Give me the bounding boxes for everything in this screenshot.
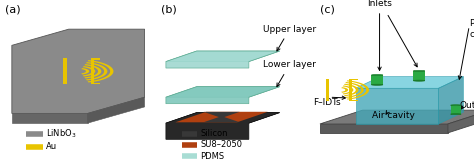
Polygon shape	[166, 87, 280, 104]
Polygon shape	[448, 110, 474, 133]
Text: Silicon: Silicon	[200, 129, 228, 138]
Text: Upper layer: Upper layer	[263, 25, 316, 51]
Bar	[349, 79, 357, 80]
Ellipse shape	[451, 114, 461, 115]
Text: SU8–2050: SU8–2050	[200, 140, 242, 150]
Polygon shape	[84, 64, 101, 78]
Bar	[63, 58, 67, 84]
Polygon shape	[320, 110, 474, 124]
Text: Au: Au	[46, 142, 57, 151]
Polygon shape	[356, 77, 464, 88]
Bar	[91, 58, 94, 84]
Polygon shape	[166, 87, 280, 97]
Text: Air cavity: Air cavity	[372, 110, 415, 120]
Text: PDMS
channel: PDMS channel	[469, 19, 474, 39]
Text: (c): (c)	[320, 5, 335, 15]
Bar	[326, 79, 328, 101]
Bar	[413, 71, 425, 81]
Text: LiNbO$_3$: LiNbO$_3$	[46, 127, 76, 140]
Polygon shape	[166, 113, 280, 139]
Ellipse shape	[372, 84, 383, 85]
Polygon shape	[346, 80, 369, 100]
Polygon shape	[438, 77, 464, 124]
Bar	[91, 83, 100, 84]
Bar	[451, 105, 461, 114]
Ellipse shape	[451, 105, 461, 106]
Polygon shape	[86, 62, 108, 81]
Polygon shape	[175, 112, 268, 122]
Polygon shape	[166, 51, 280, 62]
Polygon shape	[88, 97, 145, 123]
Text: Lower layer: Lower layer	[263, 60, 316, 87]
Ellipse shape	[413, 80, 425, 81]
Polygon shape	[12, 113, 88, 123]
Text: Outlet: Outlet	[460, 101, 474, 110]
Bar	[349, 100, 357, 101]
Polygon shape	[346, 82, 364, 98]
Polygon shape	[356, 88, 438, 124]
Text: (b): (b)	[161, 5, 177, 15]
Polygon shape	[341, 87, 348, 93]
Polygon shape	[88, 60, 113, 82]
Text: Inlets: Inlets	[367, 0, 392, 70]
Polygon shape	[166, 113, 280, 123]
Polygon shape	[12, 29, 145, 113]
Bar	[349, 79, 352, 101]
Text: (a): (a)	[5, 5, 20, 15]
Polygon shape	[343, 86, 353, 94]
Ellipse shape	[413, 70, 425, 71]
Text: PDMS: PDMS	[200, 152, 224, 161]
Ellipse shape	[372, 75, 383, 76]
Polygon shape	[166, 51, 280, 68]
Bar	[91, 58, 100, 60]
Polygon shape	[83, 66, 95, 76]
Polygon shape	[81, 68, 89, 75]
Polygon shape	[320, 124, 448, 133]
Text: F–IDTs: F–IDTs	[313, 98, 340, 107]
Polygon shape	[344, 84, 358, 96]
Bar	[372, 75, 383, 85]
Polygon shape	[203, 112, 239, 122]
